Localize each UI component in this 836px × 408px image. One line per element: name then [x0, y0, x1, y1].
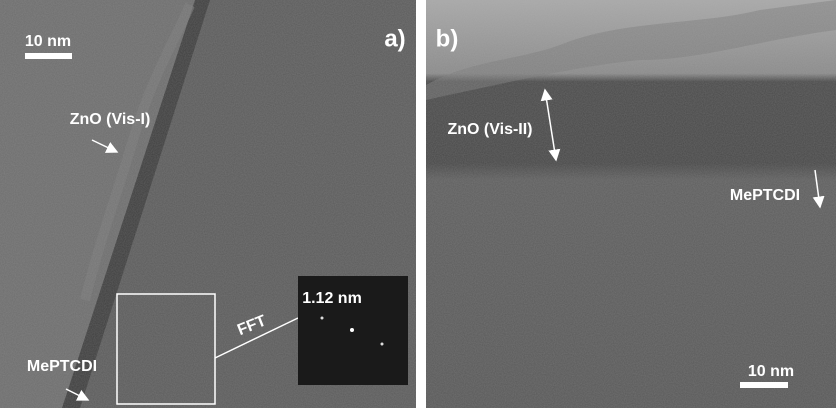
scale-label: 10 nm [25, 33, 71, 50]
scale-bar [25, 53, 72, 59]
fft-spot [350, 328, 354, 332]
panel-label: b) [436, 25, 459, 52]
annotation: ZnO (Vis-II) [447, 121, 532, 138]
figure: 10 nm a) ZnO (Vis-I) MePTCDI FFT 1.12 nm… [0, 0, 836, 408]
scale-label: 10 nm [748, 363, 794, 380]
panel-b: b) ZnO (Vis-II) MePTCDI 10 nm [426, 0, 836, 408]
annotation: MePTCDI [730, 187, 800, 204]
fft-spot [321, 317, 324, 320]
panel-label: a) [384, 25, 405, 52]
inset-label: 1.12 nm [302, 290, 362, 307]
scale-bar [740, 382, 788, 388]
panel-a: 10 nm a) ZnO (Vis-I) MePTCDI FFT 1.12 nm [0, 0, 416, 408]
annotation: ZnO (Vis-I) [70, 111, 151, 128]
fft-spot [381, 343, 384, 346]
annotation: MePTCDI [27, 358, 97, 375]
